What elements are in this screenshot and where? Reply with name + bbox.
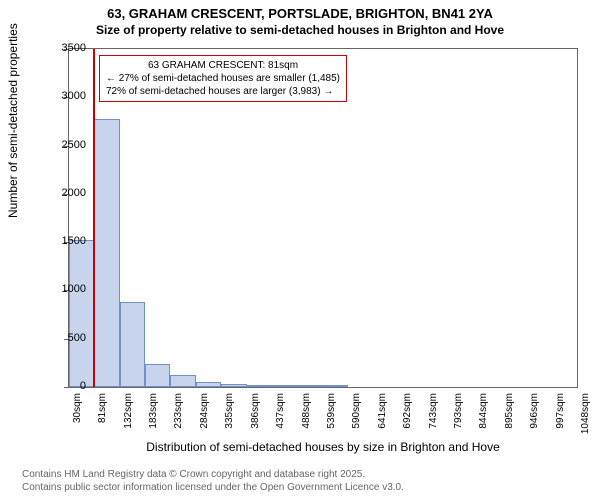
x-tick-label: 437sqm [275, 393, 286, 429]
histogram-bar [145, 364, 170, 387]
x-tick-label: 488sqm [301, 393, 312, 429]
chart-title: 63, GRAHAM CRESCENT, PORTSLADE, BRIGHTON… [0, 0, 600, 38]
x-tick-label: 132sqm [123, 393, 134, 429]
histogram-bar [69, 240, 94, 387]
histogram-bar [94, 119, 119, 387]
x-tick-label: 844sqm [478, 393, 489, 429]
footer-line-2: Contains public sector information licen… [22, 481, 404, 494]
footer-line-1: Contains HM Land Registry data © Crown c… [22, 468, 404, 481]
x-tick-label: 641sqm [377, 393, 388, 429]
x-axis-label: Distribution of semi-detached houses by … [68, 440, 578, 454]
property-marker-line [93, 49, 95, 387]
x-tick-label: 386sqm [250, 393, 261, 429]
histogram-bar [323, 385, 348, 387]
y-tick-label: 2500 [46, 139, 86, 151]
x-tick-label: 743sqm [428, 393, 439, 429]
y-tick-label: 2000 [46, 187, 86, 199]
footer-attribution: Contains HM Land Registry data © Crown c… [22, 468, 404, 494]
x-tick-label: 793sqm [453, 393, 464, 429]
x-tick-label: 233sqm [173, 393, 184, 429]
histogram-bar [298, 385, 323, 387]
x-tick-label: 1048sqm [580, 393, 591, 434]
histogram-bar [247, 385, 272, 387]
x-tick-label: 335sqm [224, 393, 235, 429]
chart-container: 63, GRAHAM CRESCENT, PORTSLADE, BRIGHTON… [0, 0, 600, 500]
x-tick-label: 81sqm [97, 393, 108, 423]
y-tick-label: 0 [46, 380, 86, 392]
histogram-bar [120, 302, 145, 387]
y-tick-label: 1500 [46, 235, 86, 247]
x-tick-label: 284sqm [199, 393, 210, 429]
x-tick-label: 183sqm [148, 393, 159, 429]
annotation-box: 63 GRAHAM CRESCENT: 81sqm ← 27% of semi-… [99, 55, 347, 102]
histogram-bar [221, 384, 246, 387]
annotation-title: 63 GRAHAM CRESCENT: 81sqm [106, 59, 340, 72]
y-tick-label: 500 [46, 332, 86, 344]
title-line-2: Size of property relative to semi-detach… [0, 23, 600, 39]
histogram-bar [170, 375, 195, 387]
x-tick-label: 539sqm [326, 393, 337, 429]
histogram-bar [196, 382, 221, 387]
x-tick-label: 895sqm [504, 393, 515, 429]
y-tick-label: 3000 [46, 90, 86, 102]
x-tick-label: 997sqm [555, 393, 566, 429]
y-tick-label: 3500 [46, 42, 86, 54]
annotation-larger: 72% of semi-detached houses are larger (… [106, 85, 340, 98]
y-axis-label: Number of semi-detached properties [6, 23, 20, 218]
histogram-bar [272, 385, 297, 387]
x-tick-label: 30sqm [72, 393, 83, 423]
x-tick-label: 946sqm [529, 393, 540, 429]
y-tick-label: 1000 [46, 283, 86, 295]
x-tick-label: 692sqm [402, 393, 413, 429]
plot-area: 63 GRAHAM CRESCENT: 81sqm ← 27% of semi-… [68, 48, 578, 388]
x-tick-label: 590sqm [351, 393, 362, 429]
title-line-1: 63, GRAHAM CRESCENT, PORTSLADE, BRIGHTON… [0, 6, 600, 23]
annotation-smaller: ← 27% of semi-detached houses are smalle… [106, 72, 340, 85]
